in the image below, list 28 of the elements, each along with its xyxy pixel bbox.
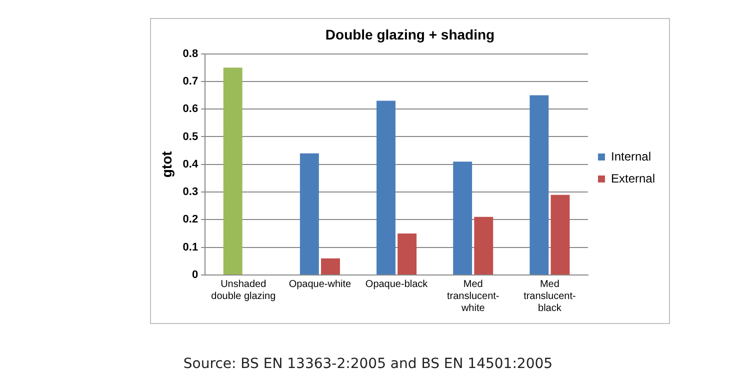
bar — [550, 194, 570, 274]
x-tick-label: Med translucent-white — [446, 278, 500, 314]
bar — [530, 95, 549, 274]
legend-label: External — [610, 171, 656, 186]
x-tick-label: Med translucent-black — [524, 278, 576, 314]
y-tick-label: 0.6 — [182, 103, 198, 116]
y-tick-label: 0.5 — [182, 130, 198, 143]
y-tick-label: 0.4 — [182, 158, 199, 170]
bar — [223, 68, 242, 274]
source-note: Source: BS EN 13363-2:2005 and BS EN 14501:2005 — [182, 356, 554, 372]
y-tick-label: 0.8 — [182, 48, 198, 60]
y-tick-label: 0 — [192, 269, 198, 282]
x-tick-label: Unshaded double glazing — [211, 278, 276, 302]
y-tick-label: 0.1 — [182, 241, 198, 254]
bar — [398, 234, 417, 274]
bar — [300, 153, 319, 274]
y-tick-label: 0.3 — [182, 186, 198, 198]
y-tick-label: 0.2 — [182, 214, 198, 226]
x-tick-label: Opaque-white — [288, 278, 352, 290]
x-tick-label: Opaque-black — [365, 278, 429, 290]
chart-title: Double glazing + shading — [325, 26, 495, 42]
bar — [321, 258, 340, 274]
y-axis-title: gtot — [158, 150, 174, 178]
bar — [474, 216, 494, 274]
bar — [376, 100, 396, 274]
y-tick-label: 0.7 — [182, 75, 198, 88]
legend-label: Internal — [610, 149, 652, 164]
bar — [453, 162, 472, 274]
